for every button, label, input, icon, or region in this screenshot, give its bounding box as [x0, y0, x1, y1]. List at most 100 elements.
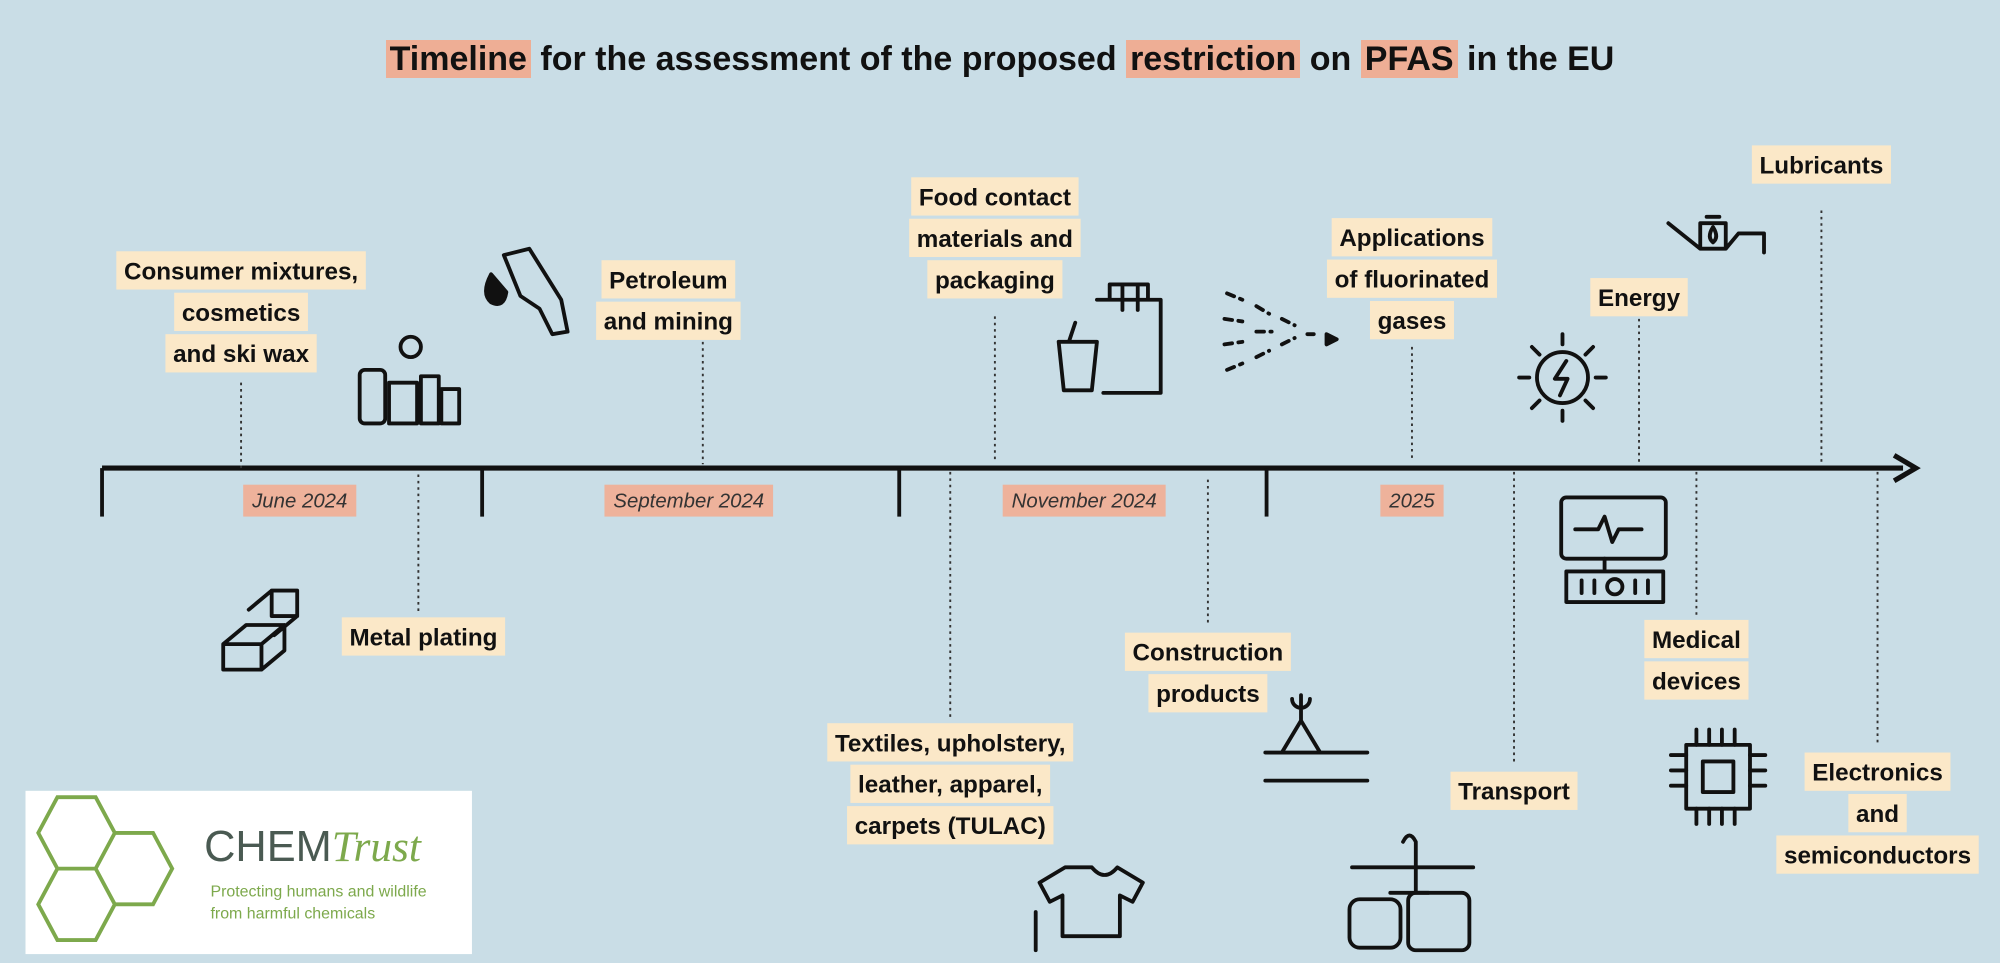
- sector-label-bg: [1124, 632, 1291, 671]
- sector-label: Petroleum: [609, 267, 727, 294]
- period-label: 2025: [1388, 491, 1435, 513]
- sector-label-bg: [911, 177, 1079, 216]
- logo-tagline: from harmful chemicals: [210, 905, 375, 922]
- sector-label: carpets (TULAC): [855, 813, 1046, 840]
- sector-label: packaging: [935, 267, 1055, 294]
- icon-medical: [1605, 577, 1625, 597]
- drawing: CHEMTrust Protecting humans and wildlife…: [25, 145, 1979, 955]
- sector-label-bg: [1450, 771, 1578, 810]
- period-label-bg: [1002, 484, 1166, 517]
- sector-label: of fluorinated: [1335, 267, 1490, 294]
- logo-tagline: Protecting humans and wildlife: [210, 884, 426, 901]
- icon-cosmetics: [419, 374, 441, 426]
- sector-label-bg: [909, 218, 1081, 258]
- sector-label: products: [1156, 681, 1260, 708]
- sector-label: Consumer mixtures,: [124, 258, 358, 285]
- icon-fuel: [501, 246, 570, 337]
- sector-label: Textiles, upholstery,: [835, 730, 1066, 757]
- sector-label: gases: [1378, 308, 1447, 335]
- sector-label-bg: [1590, 278, 1688, 317]
- title-segment: for the assessment of the proposed: [530, 40, 1127, 78]
- icon-medical: [1559, 495, 1668, 561]
- sector-label-bg: [596, 301, 741, 340]
- title-segment: Timeline: [385, 40, 531, 78]
- sector-label-bg: [850, 764, 1051, 803]
- title: Timeline for the assessment of the propo…: [0, 40, 2000, 79]
- icon-textile: [1033, 865, 1145, 953]
- sector-label-bg: [1751, 145, 1891, 184]
- sector-label: and mining: [604, 309, 733, 336]
- sector-label: Food contact: [919, 184, 1071, 211]
- icon-food: [1056, 320, 1099, 393]
- icon-cosmetics: [387, 380, 420, 426]
- sector-label: Energy: [1598, 285, 1681, 312]
- title-segment: PFAS: [1360, 40, 1458, 78]
- icon-transport: [1406, 890, 1472, 953]
- sector-label-bg: [174, 292, 308, 331]
- title-segment: in the EU: [1457, 40, 1615, 78]
- sector-label-bg: [165, 334, 317, 373]
- icon-fuel: [484, 272, 509, 306]
- sector-label: Construction: [1133, 640, 1284, 667]
- title-segment: restriction: [1126, 40, 1301, 78]
- logo: CHEMTrust Protecting humans and wildlife…: [25, 790, 472, 955]
- icon-chip: [1700, 759, 1736, 794]
- icon-energy: [1517, 332, 1608, 423]
- logo-accent: Trust: [332, 823, 422, 871]
- sector-label-bg: [1148, 674, 1268, 713]
- period-label: September 2024: [613, 491, 764, 513]
- sector-label-bg: [1804, 752, 1951, 791]
- icon-cosmetics: [398, 334, 423, 360]
- sector-label-bg: [847, 806, 1054, 845]
- icon-metal: [221, 588, 300, 672]
- icon-oil: [1666, 214, 1766, 255]
- sector-label-bg: [1848, 793, 1907, 833]
- sector-label: Lubricants: [1760, 152, 1884, 179]
- icon-energy: [1535, 350, 1590, 405]
- period-label: June 2024: [251, 491, 347, 513]
- title-segment: on: [1300, 40, 1361, 78]
- sector-label: Transport: [1458, 779, 1570, 806]
- sector-label-bg: [341, 617, 506, 656]
- sector-label-bg: [1326, 259, 1497, 298]
- icon-spray: [1324, 332, 1339, 347]
- icons: [221, 214, 1768, 953]
- sector-label-bg: [1331, 218, 1493, 257]
- period-label-bg: [1380, 484, 1444, 517]
- sector-label-bg: [601, 260, 736, 299]
- sector-label-bg: [827, 723, 1074, 762]
- sector-label: Electronics: [1812, 760, 1943, 787]
- sector-label: Medical: [1652, 627, 1741, 654]
- sector-label: leather, apparel,: [858, 772, 1042, 799]
- sector-label-bg: [116, 251, 366, 290]
- logo-box: [25, 790, 472, 955]
- timeline-arrowhead: [1892, 453, 1921, 484]
- sector-label: materials and: [917, 226, 1073, 253]
- icon-medical: [1564, 514, 1666, 604]
- sector-label: cosmetics: [182, 300, 300, 327]
- sector-label-bg: [1776, 835, 1979, 874]
- sector-label-bg: [927, 260, 1063, 299]
- sector-label: devices: [1652, 668, 1741, 695]
- logo-name: CHEM: [204, 823, 332, 871]
- period-label-bg: [243, 484, 357, 517]
- sector-label-bg: [1644, 619, 1749, 659]
- icon-chip: [1668, 727, 1768, 826]
- sector-label-bg: [1369, 301, 1454, 340]
- period-label-bg: [604, 484, 774, 517]
- sector-label: Applications: [1339, 225, 1484, 252]
- icon-food: [1095, 282, 1163, 395]
- logo-name: CHEMTrust: [204, 823, 422, 871]
- sector-label: and ski wax: [173, 341, 309, 368]
- logo-hexagons: [36, 795, 175, 942]
- icon-construction: [1263, 693, 1370, 783]
- sector-label: Metal plating: [349, 624, 497, 651]
- icon-spray: [1222, 291, 1316, 372]
- sector-label-bg: [1644, 661, 1749, 700]
- icon-cosmetics: [357, 367, 388, 426]
- icon-cosmetics: [439, 387, 462, 426]
- icon-chip: [1684, 742, 1752, 811]
- icon-oil: [1707, 225, 1719, 245]
